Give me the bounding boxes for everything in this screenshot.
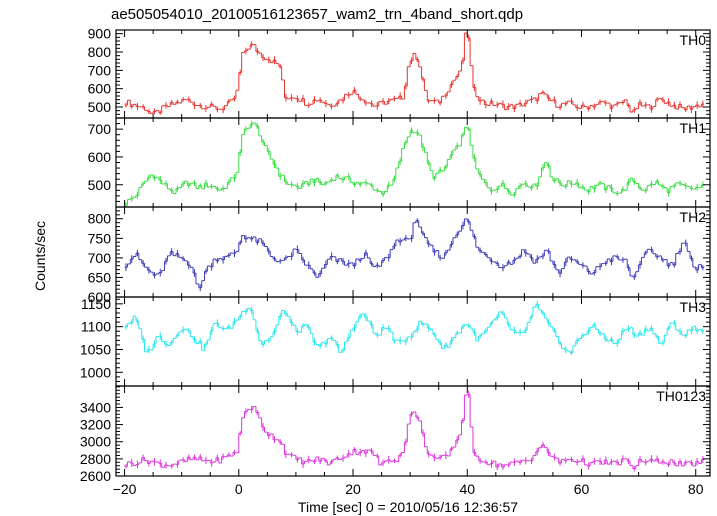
y-tick-label: 3200 bbox=[80, 417, 111, 433]
y-tick-label: 1100 bbox=[81, 319, 111, 335]
y-tick-label: 1050 bbox=[80, 341, 111, 357]
panel-label: TH0 bbox=[680, 32, 707, 48]
x-tick-label: −20 bbox=[113, 481, 137, 497]
y-tick-label: 700 bbox=[88, 250, 112, 266]
panel-th0: 500 600 700 800 900 TH0 bbox=[88, 26, 711, 119]
series-th0123 bbox=[124, 390, 705, 472]
x-tick-label: 20 bbox=[345, 481, 361, 497]
panel-frame bbox=[115, 206, 711, 298]
y-tick-label: 3400 bbox=[80, 399, 111, 415]
panel-frame bbox=[115, 385, 711, 477]
y-tick-label: 800 bbox=[88, 44, 112, 60]
y-tick-label: 2600 bbox=[80, 468, 111, 484]
y-tick-label: 600 bbox=[88, 81, 112, 97]
panels: 500 600 700 800 900 TH0 500 600 700 TH1 600 650 700 7… bbox=[80, 26, 711, 484]
y-tick-label: 3000 bbox=[80, 434, 111, 450]
panel-label: TH1 bbox=[680, 120, 707, 136]
x-tick-label: 80 bbox=[688, 481, 704, 497]
x-axis: −20 0 20 40 60 80 bbox=[113, 481, 704, 497]
y-tick-label: 700 bbox=[88, 121, 112, 137]
series-th2 bbox=[124, 218, 705, 292]
series-th3 bbox=[124, 300, 705, 356]
y-tick-label: 650 bbox=[88, 269, 112, 285]
panel-th2: 600 650 700 750 800 TH2 bbox=[88, 206, 711, 305]
chart-title: ae505054010_20100516123657_wam2_trn_4ban… bbox=[111, 6, 523, 23]
panel-label: TH2 bbox=[680, 209, 707, 225]
panel-th3: 1000 1050 1100 1150 TH3 bbox=[80, 296, 711, 387]
y-tick-label: 700 bbox=[88, 62, 112, 78]
y-tick-label: 1150 bbox=[81, 296, 111, 312]
x-tick-label: 40 bbox=[459, 481, 475, 497]
series-th0 bbox=[124, 32, 705, 115]
series-th1 bbox=[124, 120, 705, 207]
x-tick-label: 0 bbox=[235, 481, 243, 497]
y-tick-label: 500 bbox=[88, 177, 112, 193]
x-axis-label: Time [sec] 0 = 2010/05/16 12:36:57 bbox=[298, 499, 518, 515]
panel-th1: 500 600 700 TH1 bbox=[88, 117, 711, 208]
panel-label: TH0123 bbox=[656, 388, 706, 404]
x-tick-label: 60 bbox=[574, 481, 590, 497]
y-tick-label: 600 bbox=[88, 289, 112, 305]
panel-frame bbox=[115, 296, 711, 387]
y-tick-label: 800 bbox=[88, 211, 112, 227]
panel-frame bbox=[115, 29, 711, 119]
y-tick-label: 2800 bbox=[80, 451, 111, 467]
y-tick-label: 900 bbox=[88, 26, 112, 42]
y-tick-label: 1000 bbox=[80, 364, 111, 380]
y-tick-label: 750 bbox=[88, 230, 112, 246]
y-axis-label: Counts/sec bbox=[32, 221, 48, 291]
panel-label: TH3 bbox=[680, 299, 707, 315]
y-tick-label: 500 bbox=[88, 99, 112, 115]
y-tick-label: 600 bbox=[88, 149, 112, 165]
